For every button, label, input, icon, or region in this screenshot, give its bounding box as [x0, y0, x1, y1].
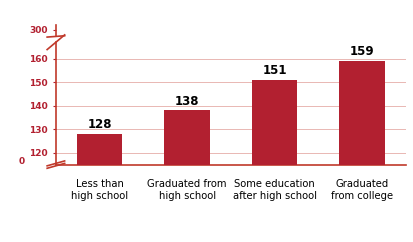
Bar: [164, 110, 209, 165]
Bar: [338, 61, 384, 165]
Text: Graduated
from college: Graduated from college: [330, 179, 392, 202]
Text: 151: 151: [262, 64, 286, 77]
Text: 138: 138: [174, 95, 199, 108]
Text: Less than
high school: Less than high school: [71, 179, 128, 202]
Text: 0: 0: [18, 157, 24, 166]
Text: 159: 159: [349, 45, 373, 58]
Text: Some education
after high school: Some education after high school: [232, 179, 316, 202]
Bar: [77, 134, 122, 165]
Text: SCALE SCORE: SCALE SCORE: [8, 9, 93, 19]
Text: 128: 128: [87, 118, 112, 131]
Bar: [251, 80, 297, 165]
Text: Graduated from
high school: Graduated from high school: [147, 179, 226, 202]
